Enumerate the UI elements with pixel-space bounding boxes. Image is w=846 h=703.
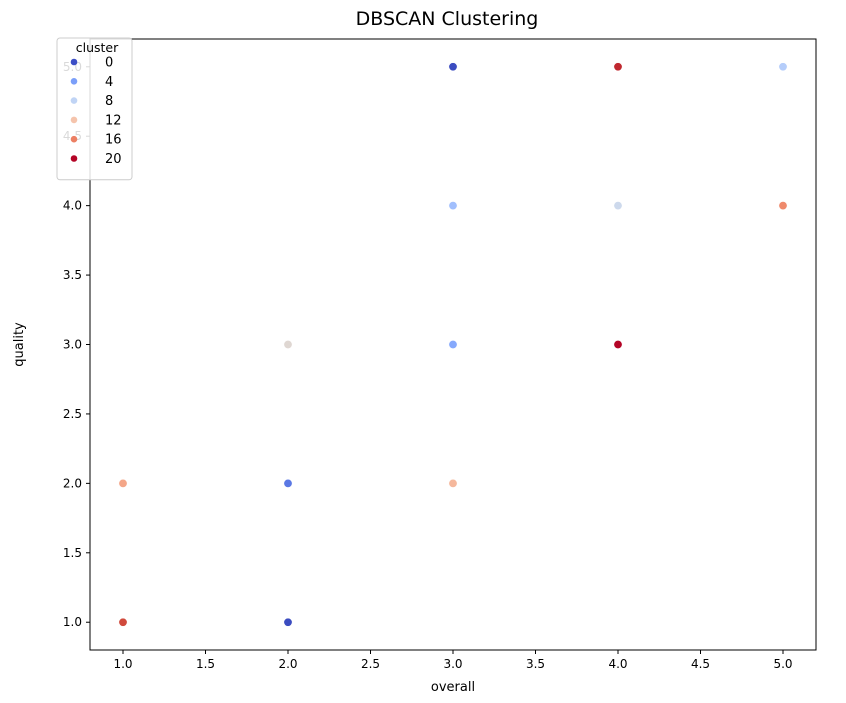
x-tick-label: 1.5: [196, 657, 215, 671]
y-tick-label: 1.0: [63, 615, 82, 629]
legend-marker: [70, 58, 78, 66]
data-point: [613, 201, 623, 211]
data-point: [613, 62, 623, 72]
legend-marker: [70, 97, 78, 104]
legend-box: [56, 37, 133, 181]
y-tick-label: 3.0: [63, 338, 82, 352]
legend-label: 4: [105, 75, 113, 90]
data-point: [448, 339, 458, 349]
legend: cluster 0 4 8 12 16 20: [56, 37, 133, 181]
legend-label: 8: [105, 94, 113, 109]
x-axis-label: overall: [431, 680, 475, 695]
y-tick-label: 2.5: [63, 407, 82, 421]
y-tick-label: 2.0: [63, 476, 82, 490]
x-tick-label: 4.0: [608, 657, 627, 671]
legend-marker: [70, 116, 78, 124]
data-points: [118, 62, 788, 627]
y-tick-label: 4.0: [63, 199, 82, 213]
data-point: [283, 478, 293, 488]
data-point: [778, 201, 788, 211]
legend-label: 20: [105, 152, 122, 167]
legend-marker: [70, 135, 78, 143]
chart-title: DBSCAN Clustering: [356, 8, 539, 30]
legend-label: 12: [105, 113, 122, 128]
data-point: [283, 617, 293, 627]
data-point: [778, 62, 788, 72]
x-tick-label: 3.0: [443, 657, 462, 671]
y-tick-label: 3.5: [63, 268, 82, 282]
data-point: [613, 339, 623, 349]
data-point: [448, 478, 458, 488]
plot-area: 1.0 1.5 2.0 2.5 3.0 3.5 4.0 4.5 5.0 1.0 1.5 2.0 2.5…: [63, 38, 817, 671]
x-tick-label: 2.0: [278, 657, 297, 671]
x-axis: 1.0 1.5 2.0 2.5 3.0 3.5 4.0 4.5 5.0: [113, 650, 793, 671]
y-tick-label: 1.5: [63, 546, 82, 560]
y-axis-label: quality: [12, 322, 27, 367]
legend-label: 0: [105, 56, 113, 71]
x-tick-label: 3.5: [526, 657, 545, 671]
x-tick-label: 1.0: [113, 657, 132, 671]
data-point: [118, 478, 128, 488]
legend-label: 16: [105, 133, 122, 148]
legend-entries: 0 4 8 12 16 20: [70, 56, 122, 167]
data-point: [448, 201, 458, 211]
data-point: [118, 617, 128, 627]
x-tick-label: 5.0: [773, 657, 792, 671]
legend-title: cluster: [76, 40, 119, 55]
data-point: [283, 339, 293, 349]
x-tick-label: 2.5: [361, 657, 380, 671]
legend-marker: [70, 155, 78, 162]
data-point: [448, 62, 458, 72]
legend-marker: [70, 78, 78, 85]
x-tick-label: 4.5: [691, 657, 710, 671]
